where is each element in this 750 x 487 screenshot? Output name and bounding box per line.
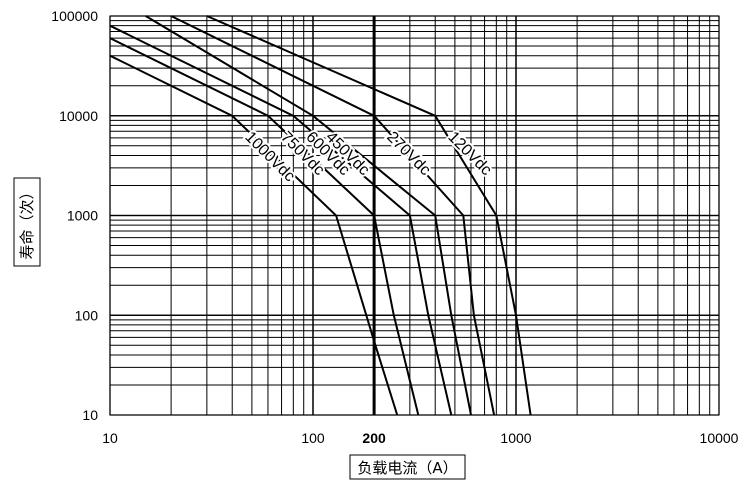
- series-lines: [109, 15, 532, 416]
- x-axis-title: 负载电流（A）: [357, 459, 457, 477]
- series-label-270Vdc: 270Vdc: [383, 129, 433, 179]
- y-tick-label: 10000: [59, 108, 98, 124]
- x-tick-label: 100: [301, 430, 325, 446]
- series-line-750Vdc: [109, 37, 420, 416]
- y-axis-tick-labels: 100000 10000 1000 100 10: [51, 8, 98, 423]
- series-line-600Vdc: [109, 24, 453, 416]
- x-axis-tick-labels: 10 100 200 1000 10000: [102, 430, 738, 446]
- y-axis-title: 寿命（次）: [18, 184, 36, 259]
- y-tick-label: 100000: [51, 8, 98, 24]
- y-tick-label: 100: [75, 307, 99, 323]
- y-axis-title-box: [13, 177, 41, 267]
- x-axis-title-box: [349, 454, 466, 480]
- series-line-120Vdc: [206, 15, 532, 416]
- grid: [109, 15, 720, 416]
- x-tick-label: 1000: [500, 430, 531, 446]
- y-tick-label: 10: [82, 407, 98, 423]
- x-tick-label: 10000: [700, 430, 739, 446]
- plot-area-border: [109, 15, 720, 416]
- series-line-1000Vdc: [109, 54, 399, 416]
- y-tick-label: 1000: [67, 208, 98, 224]
- series-line-450Vdc: [145, 15, 472, 416]
- x-tick-label: 200: [362, 430, 386, 446]
- x-tick-label: 10: [102, 430, 118, 446]
- series-line-270Vdc: [170, 15, 496, 416]
